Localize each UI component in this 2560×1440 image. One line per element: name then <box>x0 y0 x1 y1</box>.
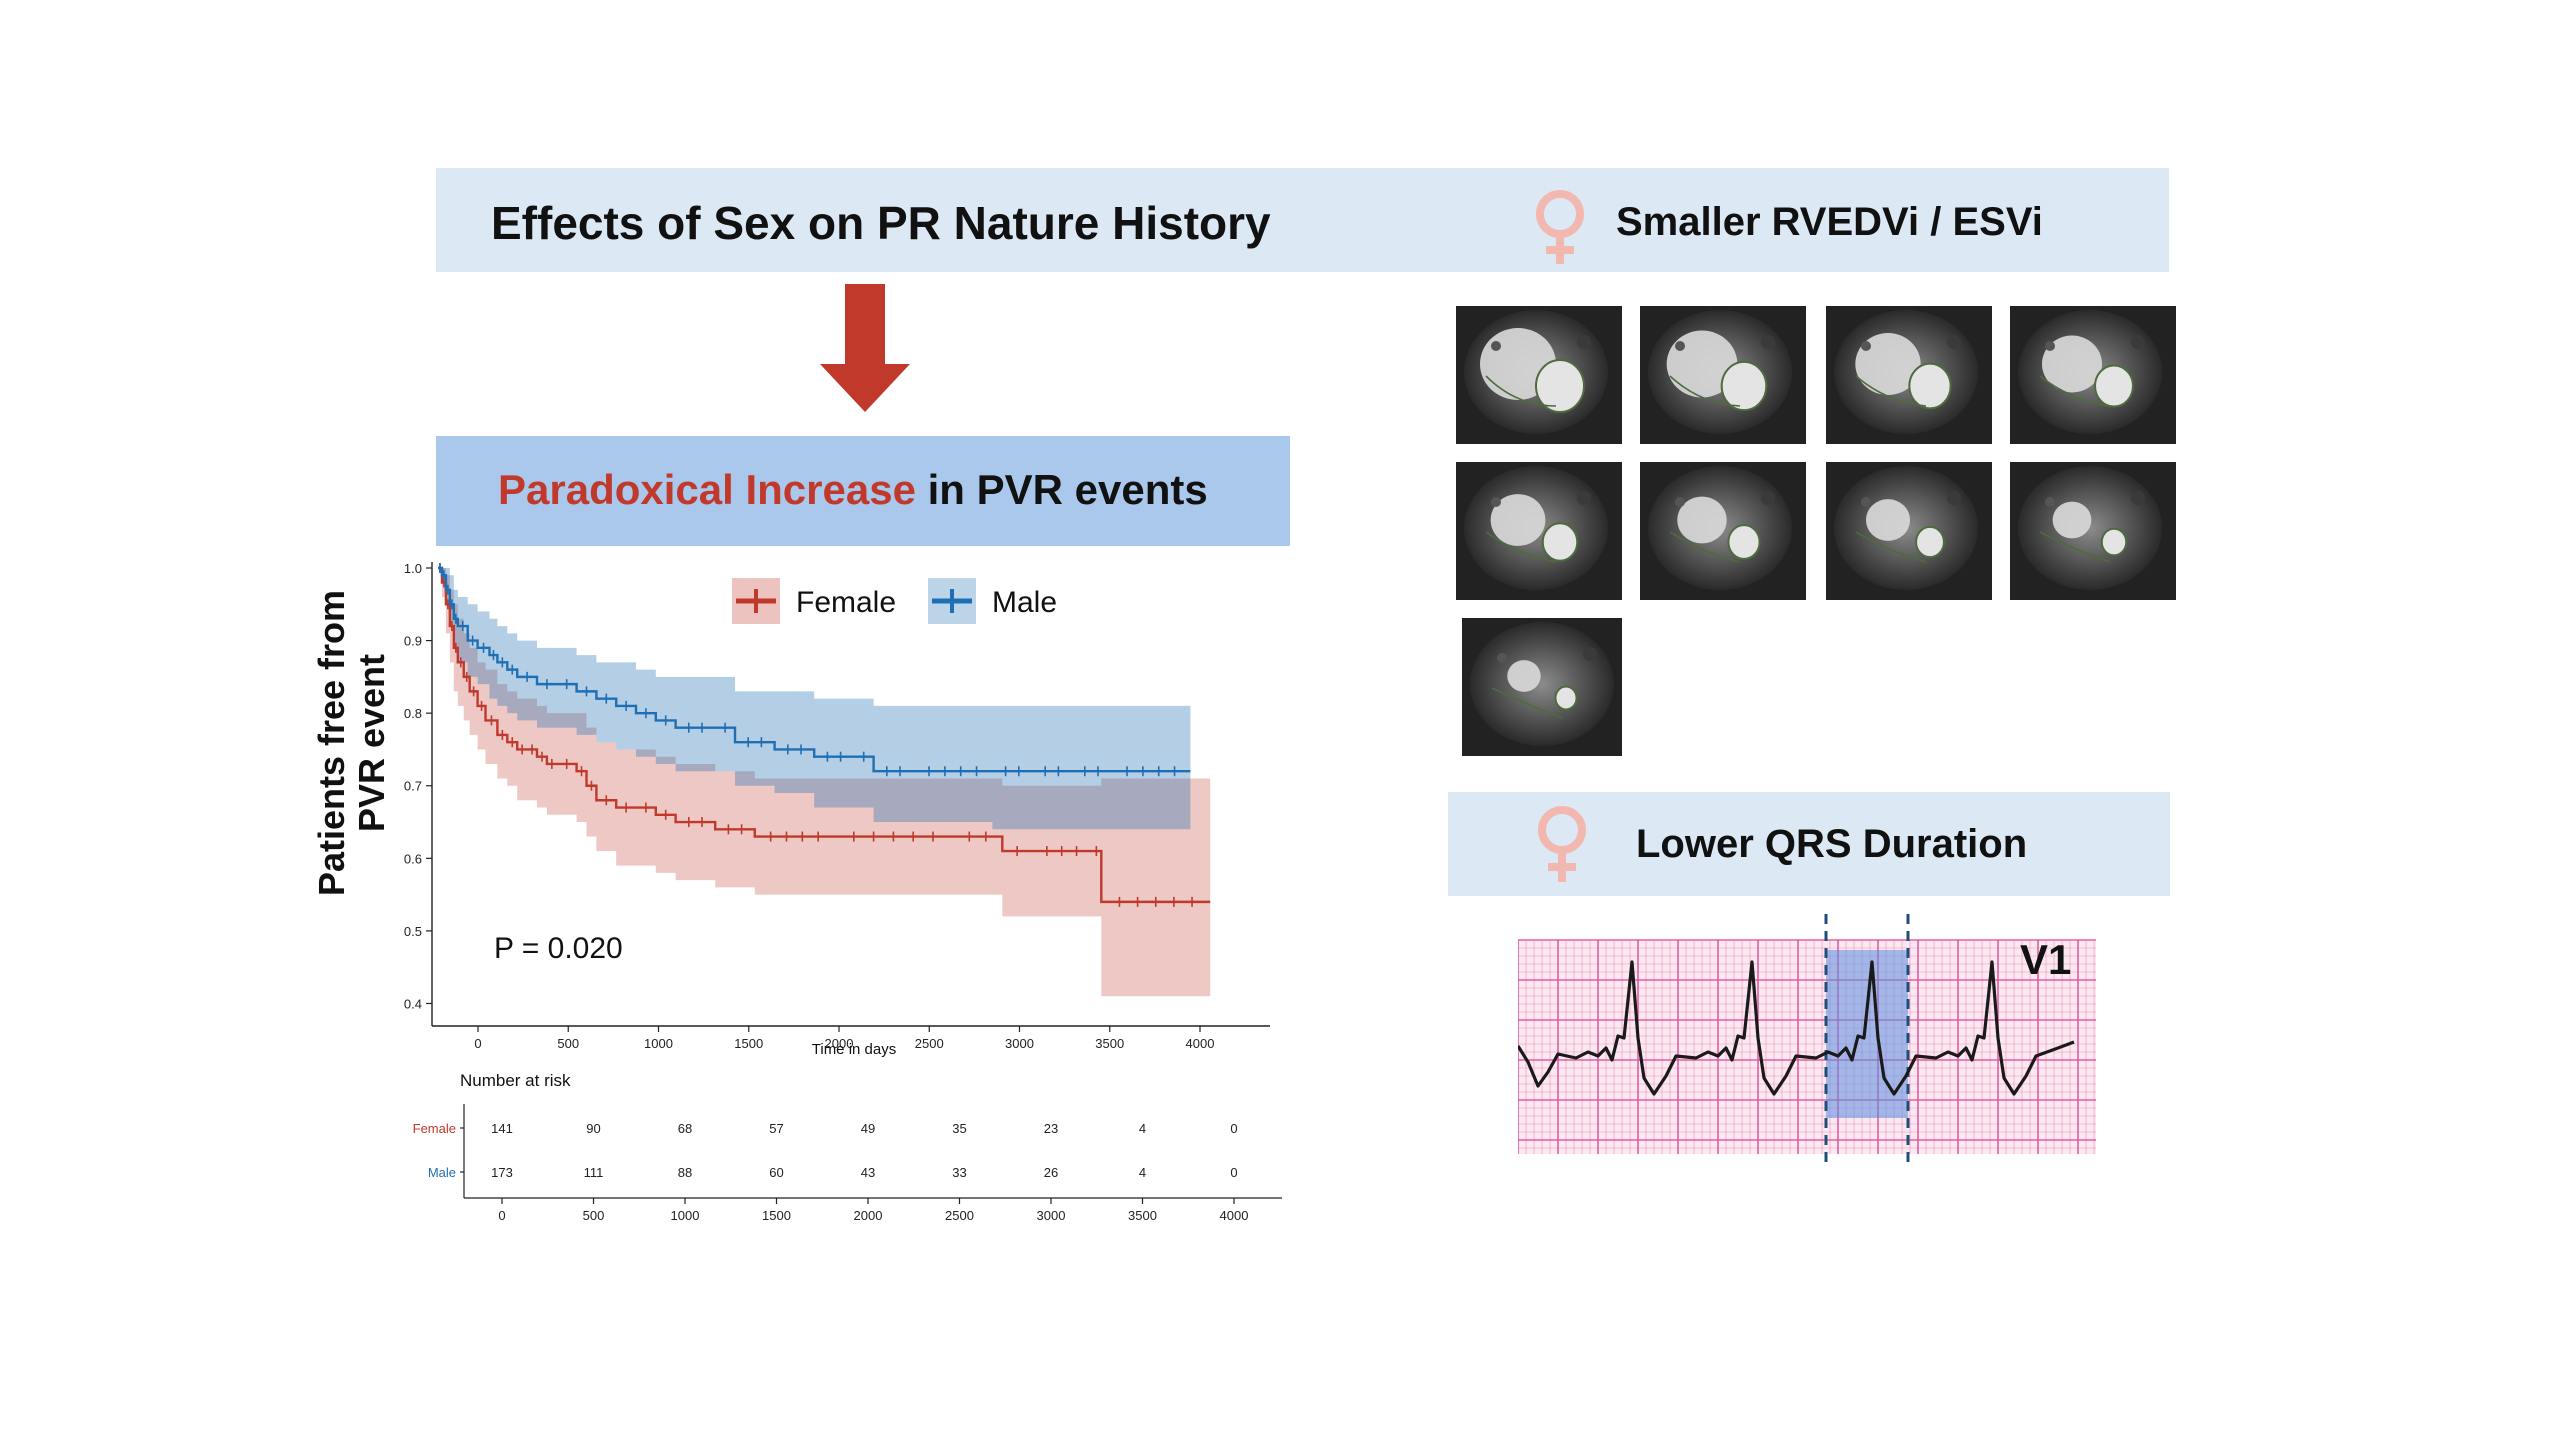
y-tick-label: 0.6 <box>404 851 422 866</box>
y-axis-label: Patients free from PVR event <box>311 590 392 896</box>
risk-x-tick-label: 1000 <box>671 1208 700 1223</box>
result-title: Paradoxical Increase in PVR events <box>498 466 1208 514</box>
risk-count: 23 <box>1044 1121 1058 1136</box>
risk-count: 68 <box>678 1121 692 1136</box>
x-tick-label: 1000 <box>644 1036 673 1051</box>
x-tick-label: 3000 <box>1005 1036 1034 1051</box>
x-tick-label: 2000 <box>825 1036 854 1051</box>
chart-legend: Female Male <box>732 578 1057 624</box>
cardiac-mri-slice <box>2010 306 2176 444</box>
x-tick-label: 500 <box>557 1036 579 1051</box>
risk-count: 49 <box>861 1121 875 1136</box>
risk-count: 60 <box>769 1165 783 1180</box>
risk-count: 111 <box>584 1165 604 1180</box>
cardiac-mri-slice <box>1826 306 1992 444</box>
ci-band-female <box>438 568 1211 997</box>
cardiac-mri-slice <box>1456 306 1622 444</box>
survival-curve-male <box>438 566 1191 773</box>
result-banner: Paradoxical Increase in PVR events <box>436 436 1290 546</box>
y-tick-label: 0.7 <box>404 779 422 794</box>
risk-x-tick-label: 0 <box>498 1208 505 1223</box>
y-tick-label: 0.8 <box>404 706 422 721</box>
risk-count: 26 <box>1044 1165 1058 1180</box>
legend-label-male: Male <box>992 586 1057 619</box>
female-symbol-icon <box>1536 190 1584 264</box>
cardiac-mri-slice <box>1640 306 1806 444</box>
cardiac-mri-slice <box>1640 462 1806 600</box>
cardiac-mri-slice <box>1456 462 1622 600</box>
ecg-strip: V1 <box>1518 914 2096 1164</box>
risk-count: 0 <box>1230 1121 1237 1136</box>
risk-x-tick-label: 4000 <box>1220 1208 1249 1223</box>
x-tick-label: 2500 <box>915 1036 944 1051</box>
x-tick-label: 1500 <box>734 1036 763 1051</box>
result-rest: in PVR events <box>915 466 1208 513</box>
risk-row-label: Male <box>428 1165 456 1180</box>
y-tick-label: 0.5 <box>404 924 422 939</box>
risk-count: 57 <box>769 1121 783 1136</box>
legend-label-female: Female <box>796 586 896 619</box>
kaplan-meier-chart: Patients free from PVR event 0.4 0.5 0.6 0.… <box>311 561 1282 1223</box>
x-tick-label: 0 <box>474 1036 481 1051</box>
x-axis-label: Time in days <box>812 1041 896 1058</box>
y-axis-label-line1: Patients free from <box>311 590 352 896</box>
risk-x-tick-label: 2500 <box>945 1208 974 1223</box>
qrs-highlight <box>1826 950 1908 1118</box>
risk-x-tick-label: 1500 <box>762 1208 791 1223</box>
page-title: Effects of Sex on PR Nature History <box>491 197 1271 249</box>
ecg-grid <box>1518 939 2096 1154</box>
risk-count: 90 <box>586 1121 600 1136</box>
risk-table-title: Number at risk <box>460 1071 571 1090</box>
p-value-annotation: P = 0.020 <box>494 932 623 965</box>
cardiac-mri-slice <box>1462 618 1622 756</box>
risk-count: 33 <box>952 1165 966 1180</box>
qrs-banner: Lower QRS Duration <box>1448 792 2170 896</box>
y-tick-label: 1.0 <box>404 561 422 576</box>
cardiac-mri-slice <box>1826 462 1992 600</box>
header-banner: Effects of Sex on PR Nature History Smal… <box>436 168 2169 272</box>
x-tick-label: 4000 <box>1186 1036 1215 1051</box>
result-highlight: Paradoxical Increase <box>498 466 916 513</box>
risk-count: 141 <box>491 1121 513 1136</box>
risk-count: 35 <box>952 1121 966 1136</box>
y-axis-label-line2: PVR event <box>351 654 392 832</box>
female-finding-rv-volumes: Smaller RVEDVi / ESVi <box>1616 200 2043 244</box>
x-tick-label: 3500 <box>1095 1036 1124 1051</box>
risk-x-tick-label: 2000 <box>854 1208 883 1223</box>
cardiac-mri-slice <box>2010 462 2176 600</box>
risk-count: 173 <box>491 1165 513 1180</box>
ci-band-male <box>438 568 1191 830</box>
risk-count: 0 <box>1230 1165 1237 1180</box>
female-finding-qrs: Lower QRS Duration <box>1636 822 2028 866</box>
survival-curve-female <box>438 566 1211 904</box>
y-tick-label: 0.4 <box>404 996 422 1011</box>
risk-x-tick-label: 3000 <box>1037 1208 1066 1223</box>
ecg-lead-label: V1 <box>2020 936 2071 983</box>
risk-count: 4 <box>1139 1121 1146 1136</box>
risk-row-label: Female <box>413 1121 456 1136</box>
risk-count: 4 <box>1139 1165 1146 1180</box>
risk-count: 88 <box>678 1165 692 1180</box>
down-arrow-icon <box>820 284 910 412</box>
female-symbol-icon <box>1538 806 1586 882</box>
risk-x-tick-label: 3500 <box>1128 1208 1157 1223</box>
risk-count: 43 <box>861 1165 875 1180</box>
y-tick-label: 0.9 <box>404 634 422 649</box>
ecg-trace <box>1518 960 2075 1096</box>
risk-x-tick-label: 500 <box>583 1208 605 1223</box>
